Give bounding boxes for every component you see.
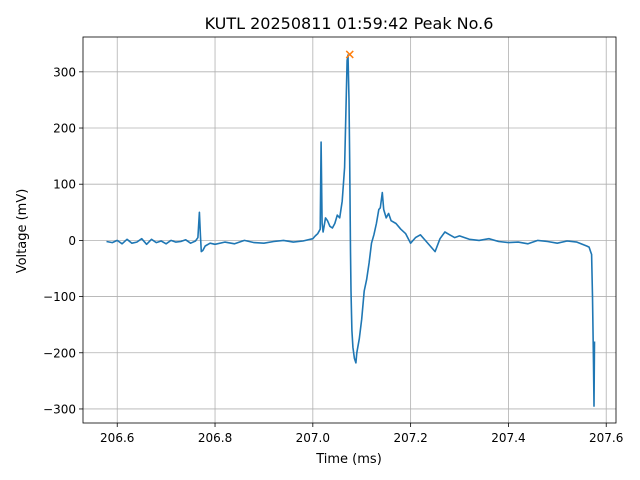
chart-title: KUTL 20250811 01:59:42 Peak No.6 xyxy=(205,14,494,33)
grid xyxy=(83,37,616,423)
x-ticks: 206.6 206.8 207.0 207.2 207.4 207.6 xyxy=(100,423,623,445)
plot-frame xyxy=(82,36,617,424)
y-tick-label: −100 xyxy=(43,290,76,304)
series-layer xyxy=(106,54,596,407)
y-ticks: −300 −200 −100 0 100 200 300 xyxy=(43,65,83,416)
x-tick-label: 207.0 xyxy=(296,431,330,445)
x-tick-label: 207.6 xyxy=(589,431,623,445)
y-axis-label: Voltage (mV) xyxy=(15,189,30,274)
peak-marker xyxy=(345,50,354,59)
series-line xyxy=(106,54,596,407)
y-tick-label: 0 xyxy=(68,234,76,248)
y-tick-label: 200 xyxy=(53,122,76,136)
y-tick-label: 300 xyxy=(53,65,76,79)
x-tick-label: 206.8 xyxy=(198,431,232,445)
y-tick-label: 100 xyxy=(53,178,76,192)
x-tick-label: 207.2 xyxy=(393,431,427,445)
marker-layer xyxy=(345,50,354,59)
y-tick-label: −300 xyxy=(43,402,76,416)
x-tick-label: 206.6 xyxy=(100,431,134,445)
x-tick-label: 207.4 xyxy=(491,431,525,445)
y-tick-label: −200 xyxy=(43,346,76,360)
x-axis-label: Time (ms) xyxy=(315,452,382,467)
